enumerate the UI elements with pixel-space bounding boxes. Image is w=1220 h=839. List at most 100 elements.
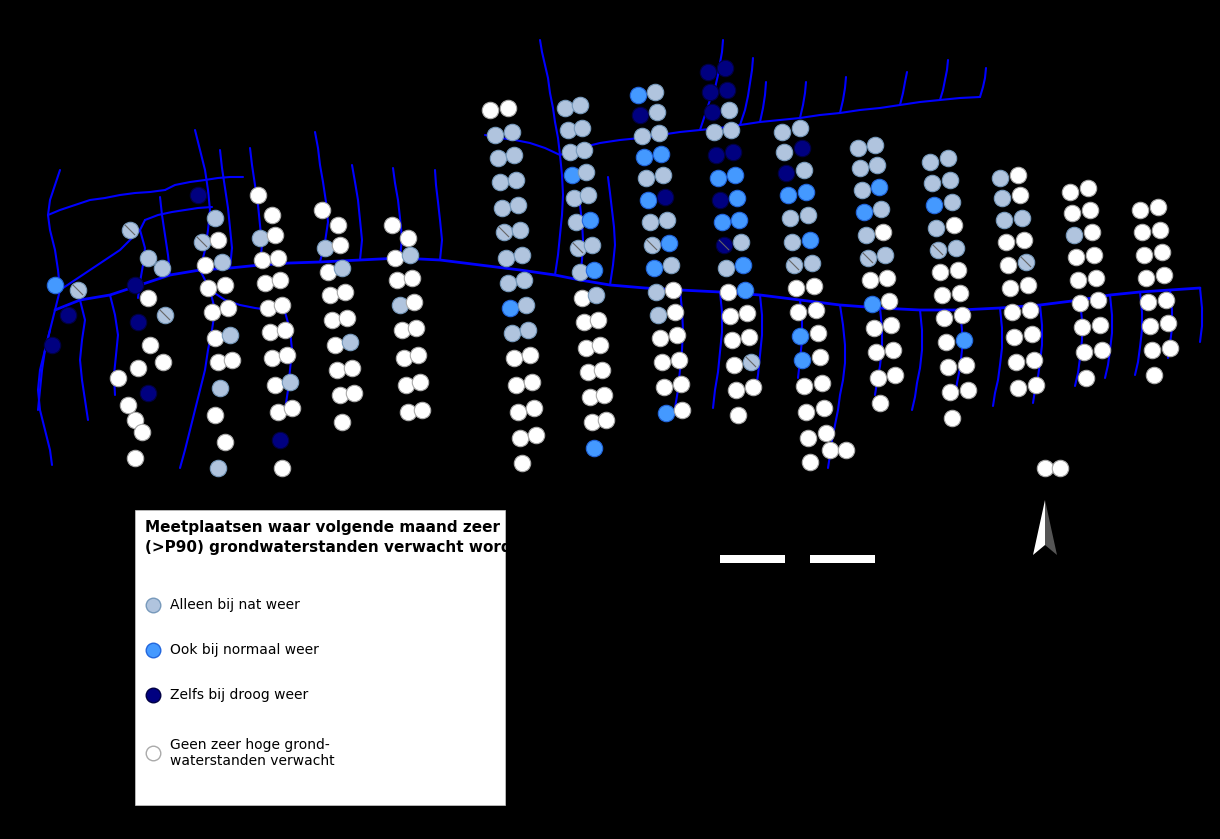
- Point: [188, 188, 207, 201]
- Point: [410, 375, 429, 388]
- Point: [406, 321, 426, 335]
- Point: [140, 338, 160, 352]
- Bar: [720, 555, 784, 563]
- Point: [268, 405, 288, 419]
- Point: [1088, 294, 1108, 307]
- Point: [575, 315, 594, 329]
- Point: [794, 379, 814, 393]
- Point: [512, 456, 532, 470]
- Point: [926, 221, 946, 235]
- Point: [794, 164, 814, 177]
- Point: [570, 98, 589, 112]
- Point: [195, 258, 215, 272]
- Point: [869, 180, 888, 194]
- Point: [813, 376, 832, 389]
- Point: [950, 286, 970, 300]
- Point: [509, 198, 528, 211]
- Point: [853, 183, 872, 196]
- Point: [1016, 255, 1036, 268]
- Point: [320, 289, 339, 302]
- Point: [1069, 274, 1088, 287]
- Point: [1154, 268, 1174, 282]
- Point: [382, 218, 401, 232]
- Point: [581, 390, 600, 404]
- Point: [1070, 296, 1089, 310]
- Point: [781, 211, 800, 225]
- Point: [1092, 343, 1111, 357]
- Point: [209, 233, 228, 247]
- Point: [736, 284, 755, 297]
- Point: [138, 252, 157, 265]
- Text: Alleen bij nat weer: Alleen bij nat weer: [170, 598, 300, 612]
- Point: [522, 375, 542, 388]
- Point: [814, 401, 833, 414]
- Point: [143, 746, 162, 759]
- Point: [836, 443, 855, 456]
- Point: [792, 141, 811, 154]
- Point: [737, 306, 756, 320]
- Point: [935, 311, 954, 325]
- Point: [806, 303, 826, 316]
- Point: [782, 235, 802, 248]
- Point: [198, 281, 217, 294]
- Point: [394, 352, 414, 365]
- Point: [932, 289, 952, 302]
- Point: [1060, 185, 1080, 199]
- Point: [572, 291, 592, 305]
- Point: [703, 105, 722, 118]
- Point: [512, 248, 532, 262]
- Point: [743, 380, 762, 393]
- Point: [670, 353, 689, 367]
- Point: [326, 338, 345, 352]
- Point: [941, 385, 960, 399]
- Point: [259, 301, 278, 315]
- Point: [271, 274, 290, 287]
- Point: [947, 242, 966, 255]
- Point: [1160, 341, 1180, 355]
- Point: [1080, 203, 1099, 216]
- Point: [276, 323, 295, 336]
- Point: [944, 218, 964, 232]
- Point: [581, 213, 600, 227]
- Point: [560, 145, 580, 159]
- Point: [569, 242, 588, 255]
- Point: [936, 336, 955, 349]
- Point: [332, 415, 351, 429]
- Point: [328, 218, 348, 232]
- Point: [398, 232, 417, 245]
- Point: [564, 191, 583, 205]
- Point: [588, 313, 608, 326]
- Point: [719, 285, 738, 299]
- Point: [1003, 305, 1022, 319]
- Point: [492, 201, 511, 215]
- Point: [592, 363, 611, 377]
- Point: [938, 151, 958, 164]
- Point: [210, 381, 229, 394]
- Point: [516, 299, 536, 312]
- Point: [155, 308, 174, 321]
- Point: [404, 295, 423, 309]
- Point: [409, 348, 428, 362]
- Point: [886, 368, 905, 382]
- Point: [486, 128, 505, 142]
- Point: [706, 149, 726, 162]
- Point: [1025, 353, 1044, 367]
- Point: [400, 248, 420, 262]
- Point: [717, 83, 737, 96]
- Point: [720, 103, 739, 117]
- Point: [648, 308, 667, 321]
- Point: [1085, 248, 1104, 262]
- Point: [798, 208, 817, 221]
- Point: [265, 378, 284, 392]
- Point: [1020, 303, 1039, 316]
- Point: [788, 305, 808, 319]
- Point: [584, 441, 604, 455]
- Point: [928, 243, 948, 257]
- Point: [797, 185, 816, 199]
- Point: [578, 365, 598, 378]
- Point: [222, 353, 242, 367]
- Point: [671, 378, 691, 391]
- Point: [582, 415, 601, 429]
- Point: [922, 176, 942, 190]
- Point: [143, 688, 162, 701]
